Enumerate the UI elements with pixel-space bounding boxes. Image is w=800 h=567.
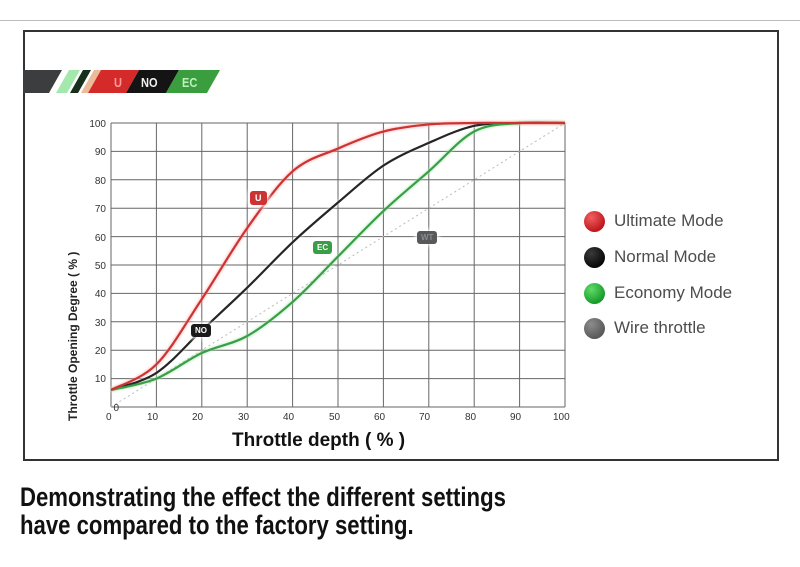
svg-text:NO: NO [141, 75, 158, 90]
svg-text:U: U [114, 75, 122, 90]
svg-text:EC: EC [182, 75, 198, 90]
